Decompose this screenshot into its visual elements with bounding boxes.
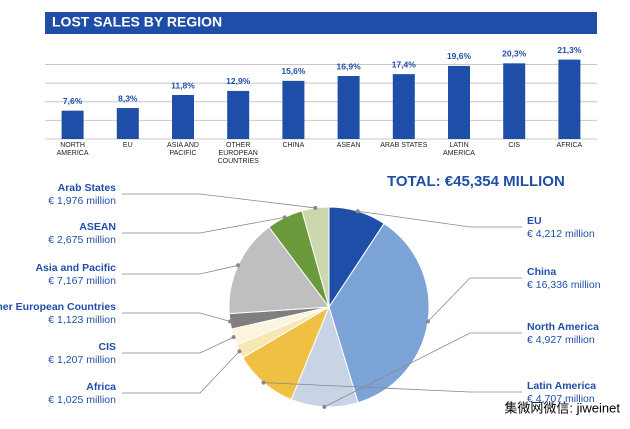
- leader-dot: [425, 319, 430, 324]
- legend-label: North America: [527, 321, 599, 333]
- bar: [116, 108, 139, 139]
- legend-label: Arab States: [58, 182, 117, 194]
- leader-dot: [236, 263, 241, 268]
- bar: [61, 110, 84, 139]
- title-banner: [45, 12, 597, 34]
- x-tick-label-box: NORTH AMERICA: [56, 142, 89, 157]
- x-tick-label: LATIN AMERICA: [443, 142, 475, 157]
- x-tick-label-box: EU: [122, 142, 133, 149]
- bar: [448, 65, 470, 139]
- x-tick-label: ARAB STATES: [380, 142, 428, 149]
- x-tick-label: EU: [122, 142, 133, 149]
- bar: [558, 59, 581, 139]
- leader-line: [122, 193, 316, 209]
- x-tick-label: NORTH AMERICA: [56, 142, 89, 157]
- leader-dot: [231, 335, 236, 340]
- leader-dot: [237, 349, 242, 354]
- legend-label: Latin America: [527, 380, 596, 392]
- value-label: 21,3%: [557, 45, 582, 55]
- legend-label: Other European Countries: [0, 301, 116, 313]
- x-tick-label: CIS: [508, 142, 521, 149]
- leader-line: [357, 210, 522, 228]
- bar: [392, 74, 415, 139]
- legend-label: China: [527, 266, 556, 278]
- x-tick-label-box: OTHER EUROPEAN COUNTRIES: [217, 142, 259, 165]
- legend-label: Africa: [86, 381, 116, 393]
- value-label: 7,6%: [63, 96, 83, 106]
- leader-dot: [355, 209, 360, 214]
- value-label: 12,9%: [226, 76, 251, 86]
- value-label: 20,3%: [502, 49, 527, 59]
- legend-value: € 2,675 million: [48, 234, 116, 246]
- leader-dot: [261, 380, 266, 385]
- value-label: 16,9%: [337, 61, 362, 71]
- value-label: 19,6%: [447, 51, 472, 61]
- leader-dot: [322, 404, 327, 409]
- value-label: 15,6%: [281, 66, 306, 76]
- legend-value: € 4,707 million: [527, 393, 595, 405]
- bar: [337, 76, 360, 139]
- legend-value: € 4,212 million: [527, 228, 595, 240]
- legend-label: ASEAN: [79, 221, 116, 233]
- legend-value: € 1,207 million: [48, 354, 116, 366]
- leader-dot: [228, 319, 233, 324]
- leader-line: [122, 336, 234, 354]
- legend-value: € 1,123 million: [48, 314, 116, 326]
- chart-title: LOST SALES BY REGION: [52, 14, 222, 30]
- x-tick-label: AFRICA: [556, 142, 583, 149]
- leader-line: [122, 312, 231, 322]
- bar: [503, 63, 526, 139]
- bar: [282, 80, 305, 139]
- x-tick-label-box: CHINA: [282, 142, 305, 149]
- legend-value: € 1,976 million: [48, 195, 116, 207]
- leader-line: [263, 382, 522, 393]
- bar: [227, 90, 250, 139]
- x-tick-label-box: ASIA AND PACIFIC: [167, 142, 199, 157]
- x-tick-label-box: CIS: [508, 142, 521, 149]
- x-tick-label: OTHER EUROPEAN COUNTRIES: [217, 142, 259, 165]
- legend-value: € 1,025 million: [48, 394, 116, 406]
- leader-line: [427, 277, 522, 322]
- value-label: 8,3%: [118, 93, 138, 103]
- x-tick-label: CHINA: [282, 142, 305, 149]
- leader-line: [122, 264, 239, 275]
- x-tick-label: ASEAN: [336, 142, 361, 149]
- legend-label: CIS: [98, 341, 116, 353]
- bar: [172, 95, 194, 139]
- legend-value: € 16,336 million: [527, 279, 601, 291]
- legend-label: EU: [527, 215, 542, 227]
- value-label: 17,4%: [392, 59, 417, 69]
- x-tick-label-box: LATIN AMERICA: [443, 142, 475, 157]
- leader-dot: [282, 215, 287, 220]
- x-tick-label-box: ARAB STATES: [380, 142, 428, 149]
- leader-line: [122, 351, 240, 394]
- value-label: 11,8%: [171, 80, 195, 90]
- leader-line: [324, 332, 522, 408]
- leader-dot: [313, 205, 318, 210]
- total-title: TOTAL: €45,354 MILLION: [387, 173, 565, 190]
- x-tick-label-box: AFRICA: [556, 142, 583, 149]
- legend-label: Asia and Pacific: [35, 262, 116, 274]
- leader-line: [122, 216, 285, 234]
- x-tick-label-box: ASEAN: [336, 142, 361, 149]
- x-tick-label: ASIA AND PACIFIC: [167, 142, 199, 157]
- watermark: 集微网微信: jiweinet: [504, 400, 620, 415]
- legend-value: € 4,927 million: [527, 334, 595, 346]
- legend-value: € 7,167 million: [48, 275, 116, 287]
